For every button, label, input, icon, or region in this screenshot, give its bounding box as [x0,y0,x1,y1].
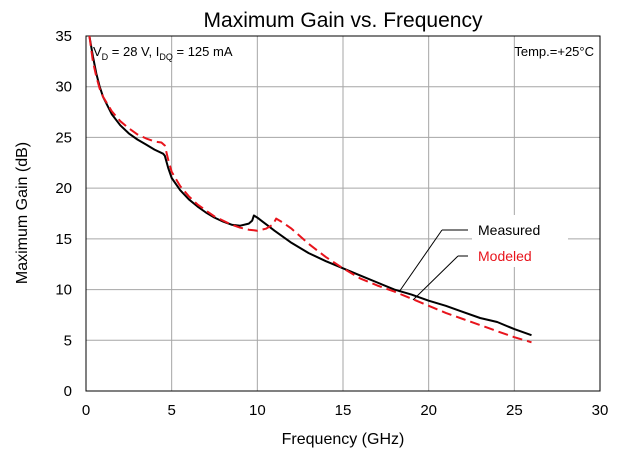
y-tick-labels: 0 5 10 15 20 25 30 35 [55,28,72,400]
legend-measured-label: Measured [478,222,540,238]
chart-title: Maximum Gain vs. Frequency [204,9,483,32]
legend-leader-modeled-diagonal [412,255,459,301]
y-tick-label: 30 [55,79,72,96]
x-tick-label: 5 [167,402,175,419]
y-tick-label: 0 [64,383,72,400]
bias-conditions-note: VD = 28 V, IDQ = 125 mA [93,44,233,62]
y-tick-label: 35 [55,28,72,45]
plot-area-border [85,35,601,392]
legend: Measured Modeled [398,215,568,301]
temperature-note: Temp.=+25°C [514,44,594,59]
legend-background [472,215,568,267]
series-layer [88,35,532,344]
y-tick-label: 25 [55,129,72,146]
y-axis-label: Maximum Gain (dB) [14,142,31,284]
series-measured-line [88,35,532,337]
x-tick-label: 25 [506,402,523,419]
legend-modeled-label: Modeled [478,248,532,264]
legend-leader-measured-diagonal [398,229,443,293]
x-tick-label: 15 [335,402,352,419]
grid-lines [86,36,600,391]
y-tick-label: 15 [55,231,72,248]
y-tick-label: 10 [55,282,72,299]
y-tick-label: 5 [64,332,72,349]
x-tick-label: 10 [249,402,266,419]
y-tick-label: 20 [55,180,72,197]
x-tick-label: 20 [420,402,437,419]
x-tick-labels: 0 5 10 15 20 25 30 [82,402,609,419]
x-axis-label: Frequency (GHz) [282,431,405,448]
series-modeled-line [88,35,532,344]
x-tick-label: 0 [82,402,90,419]
x-tick-label: 30 [592,402,609,419]
